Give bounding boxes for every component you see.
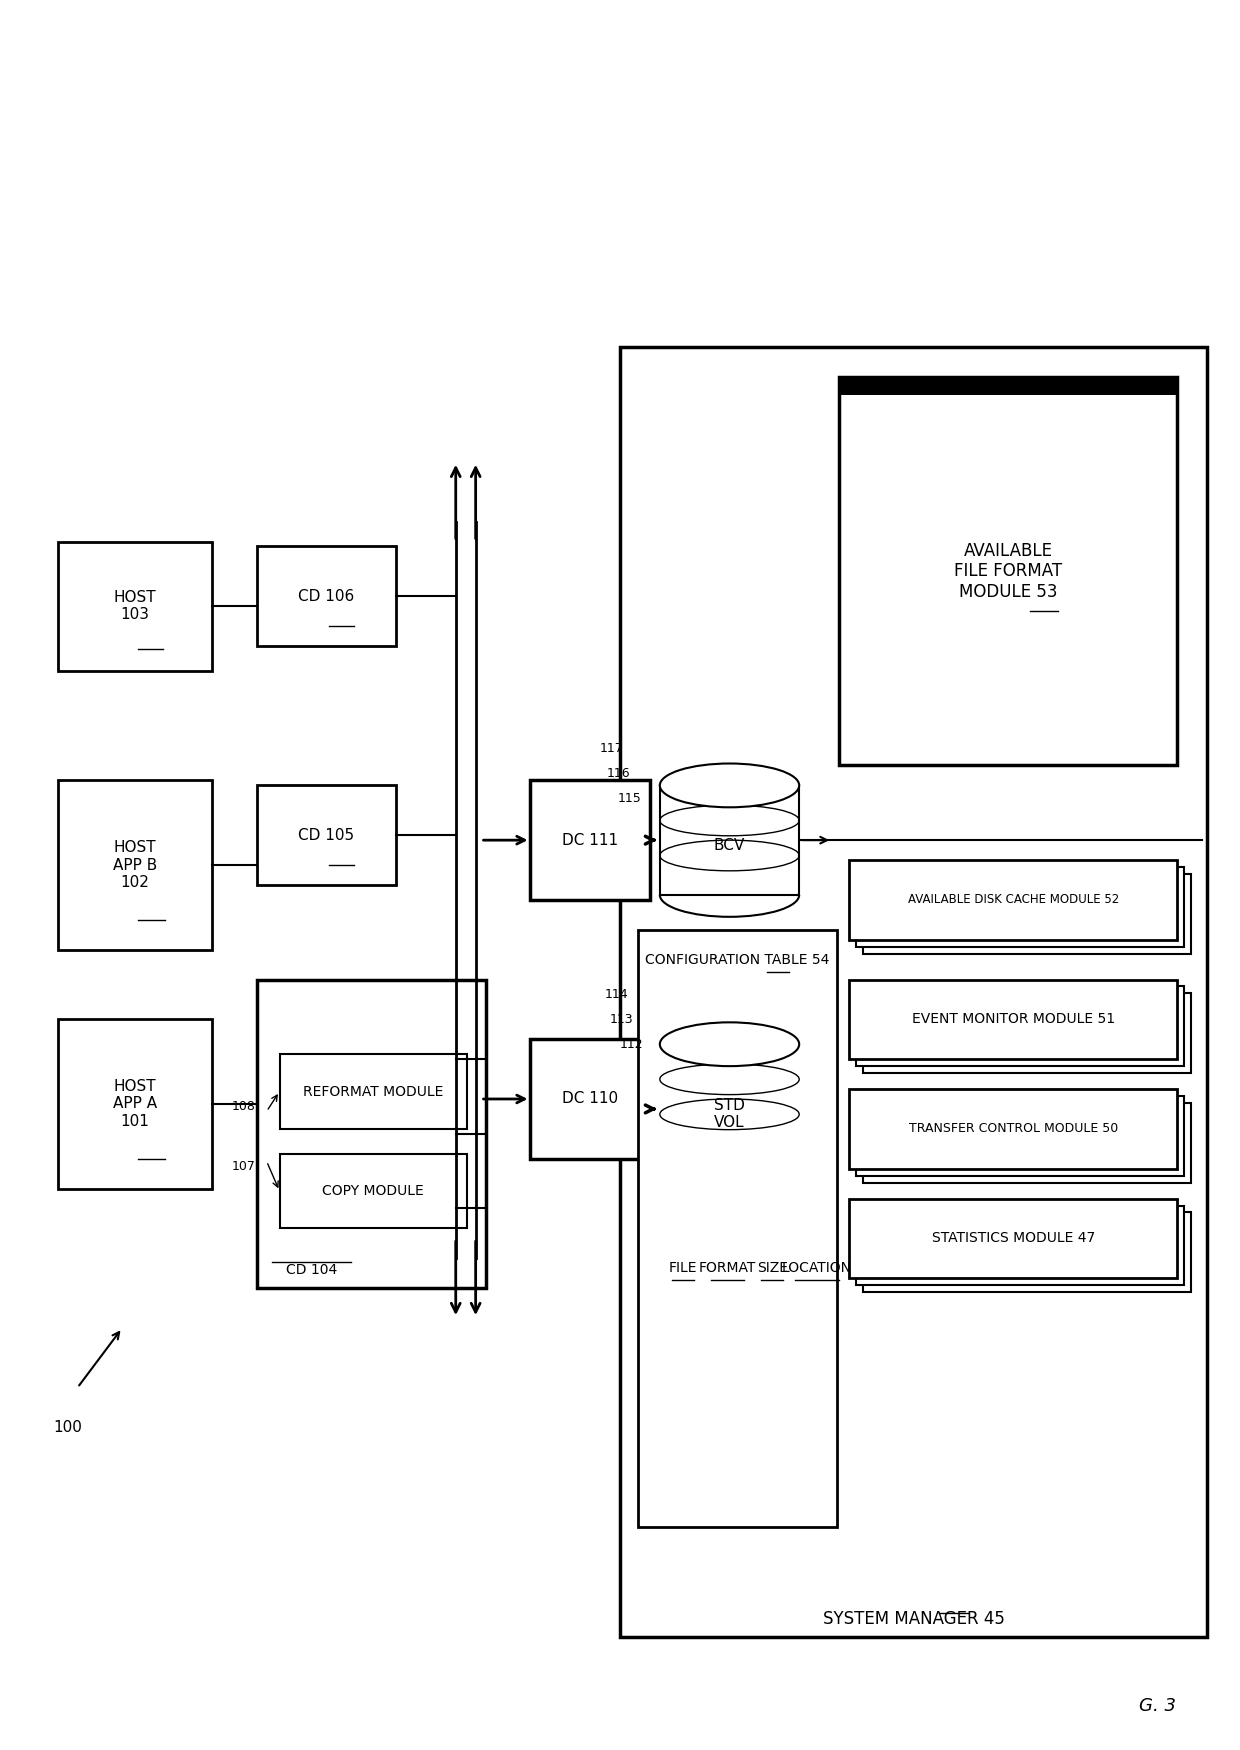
- Bar: [863, 873, 1192, 954]
- Text: REFORMAT MODULE: REFORMAT MODULE: [303, 1085, 443, 1099]
- Bar: [856, 866, 1184, 947]
- Bar: [660, 786, 800, 894]
- Ellipse shape: [660, 1022, 800, 1066]
- Bar: [257, 786, 396, 886]
- Bar: [856, 987, 1184, 1066]
- Text: 107: 107: [232, 1160, 255, 1172]
- Text: LOCATION: LOCATION: [782, 1262, 852, 1276]
- Text: CONFIGURATION TABLE 54: CONFIGURATION TABLE 54: [645, 952, 830, 966]
- Text: STD
VOL: STD VOL: [714, 1097, 745, 1130]
- Bar: [863, 1213, 1192, 1292]
- Bar: [57, 1018, 212, 1188]
- Text: FORMAT: FORMAT: [699, 1262, 756, 1276]
- Bar: [660, 1045, 800, 1174]
- Bar: [849, 980, 1178, 1059]
- Text: 100: 100: [53, 1419, 82, 1435]
- Bar: [849, 859, 1178, 940]
- Text: G. 3: G. 3: [1140, 1698, 1176, 1715]
- Text: 112: 112: [620, 1038, 644, 1050]
- Bar: [856, 1096, 1184, 1176]
- Bar: [849, 1199, 1178, 1277]
- Text: COPY MODULE: COPY MODULE: [322, 1185, 424, 1199]
- Bar: [57, 541, 212, 670]
- Text: 117: 117: [600, 742, 624, 754]
- Bar: [637, 929, 837, 1528]
- Bar: [257, 980, 486, 1288]
- Bar: [863, 1102, 1192, 1183]
- Text: CD 105: CD 105: [299, 828, 355, 844]
- Text: SIZE: SIZE: [756, 1262, 787, 1276]
- Text: BCV: BCV: [714, 838, 745, 852]
- Bar: [531, 780, 650, 900]
- Bar: [839, 378, 1178, 765]
- Text: DC 110: DC 110: [562, 1092, 619, 1106]
- Text: HOST
APP A
101: HOST APP A 101: [113, 1080, 156, 1129]
- Ellipse shape: [660, 763, 800, 807]
- Bar: [57, 780, 212, 950]
- Text: CD 106: CD 106: [298, 588, 355, 604]
- Text: DC 111: DC 111: [562, 833, 619, 847]
- Bar: [279, 1153, 466, 1228]
- Text: EVENT MONITOR MODULE 51: EVENT MONITOR MODULE 51: [911, 1011, 1115, 1026]
- Bar: [531, 1040, 650, 1158]
- Text: CD 104: CD 104: [285, 1264, 337, 1278]
- Text: 108: 108: [232, 1101, 255, 1113]
- Bar: [257, 546, 396, 646]
- Text: 116: 116: [608, 766, 631, 780]
- Bar: [279, 1054, 466, 1129]
- Text: STATISTICS MODULE 47: STATISTICS MODULE 47: [931, 1232, 1095, 1246]
- Text: TRANSFER CONTROL MODULE 50: TRANSFER CONTROL MODULE 50: [909, 1122, 1117, 1136]
- Bar: [856, 1206, 1184, 1284]
- Text: 113: 113: [610, 1013, 634, 1026]
- Text: AVAILABLE DISK CACHE MODULE 52: AVAILABLE DISK CACHE MODULE 52: [908, 894, 1118, 906]
- Text: 114: 114: [605, 989, 629, 1001]
- Text: SYSTEM MANAGER 45: SYSTEM MANAGER 45: [823, 1610, 1004, 1628]
- Text: HOST
APP B
102: HOST APP B 102: [113, 840, 156, 891]
- Text: HOST
103: HOST 103: [113, 590, 156, 623]
- Text: AVAILABLE
FILE FORMAT
MODULE 53: AVAILABLE FILE FORMAT MODULE 53: [955, 541, 1063, 602]
- Bar: [863, 994, 1192, 1073]
- Text: 115: 115: [618, 791, 642, 805]
- Bar: [839, 378, 1178, 396]
- Text: FILE: FILE: [668, 1262, 697, 1276]
- Bar: [849, 1088, 1178, 1169]
- Bar: [620, 346, 1208, 1636]
